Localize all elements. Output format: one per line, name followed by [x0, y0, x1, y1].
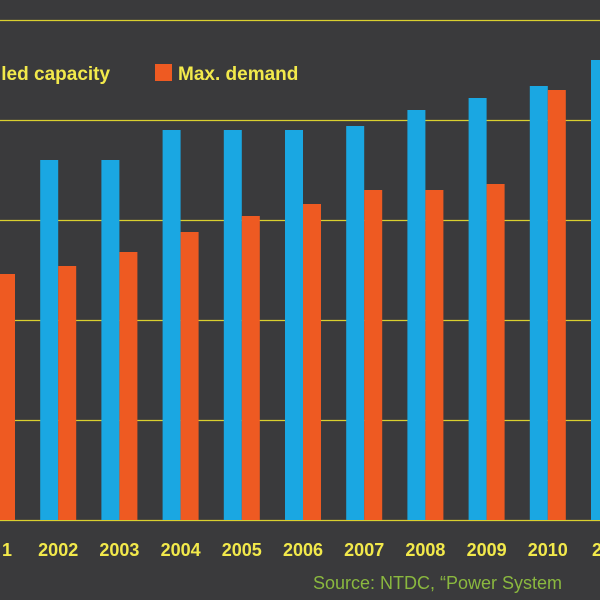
source-note: Source: NTDC, “Power System: [313, 573, 562, 593]
bar-max-demand-2002: [58, 266, 77, 520]
bar-installed-capacity-2003: [101, 160, 120, 520]
bar-max-demand-2010: [547, 90, 566, 520]
bar-max-demand-2005: [241, 216, 260, 520]
x-tick-label-2003: 2003: [99, 540, 139, 560]
bar-installed-capacity-2005: [223, 130, 242, 520]
bar-installed-capacity-2010: [529, 86, 548, 520]
legend-max-demand-swatch: [155, 64, 172, 81]
bar-installed-capacity-2007: [346, 126, 365, 520]
legend: lled capacity Max. demand: [0, 64, 298, 85]
x-tick-label-2010: 2010: [528, 540, 568, 560]
x-tick-label-2006: 2006: [283, 540, 323, 560]
legend-installed-capacity-label: lled capacity: [0, 64, 110, 85]
x-tick-label-2005: 2005: [222, 540, 262, 560]
x-tick-label-2001: 1: [2, 540, 12, 560]
bar-installed-capacity-2011: [591, 60, 600, 520]
x-axis-tick-labels: 1 2002 2003 2004 2005 2006 2007 2008 2009 2010 201: [2, 540, 600, 560]
legend-max-demand-label: Max. demand: [178, 64, 298, 85]
x-tick-label-2008: 2008: [405, 540, 445, 560]
x-tick-label-2011: 201: [592, 540, 600, 560]
bar-max-demand-2006: [303, 204, 321, 520]
bars: [0, 60, 600, 520]
bar-installed-capacity-2006: [285, 130, 303, 520]
bar-installed-capacity-2009: [468, 98, 487, 520]
bar-max-demand-2004: [180, 232, 199, 520]
x-tick-label-2004: 2004: [161, 540, 201, 560]
bar-installed-capacity-2008: [407, 110, 426, 520]
bar-installed-capacity-2004: [162, 130, 181, 520]
bar-max-demand-2001: [0, 274, 15, 520]
x-tick-label-2009: 2009: [467, 540, 507, 560]
bar-max-demand-2009: [486, 184, 505, 520]
x-tick-label-2002: 2002: [38, 540, 78, 560]
x-tick-label-2007: 2007: [344, 540, 384, 560]
bar-max-demand-2008: [425, 190, 444, 520]
bar-max-demand-2003: [119, 252, 138, 520]
bar-max-demand-2007: [364, 190, 383, 520]
bar-installed-capacity-2002: [40, 160, 59, 520]
